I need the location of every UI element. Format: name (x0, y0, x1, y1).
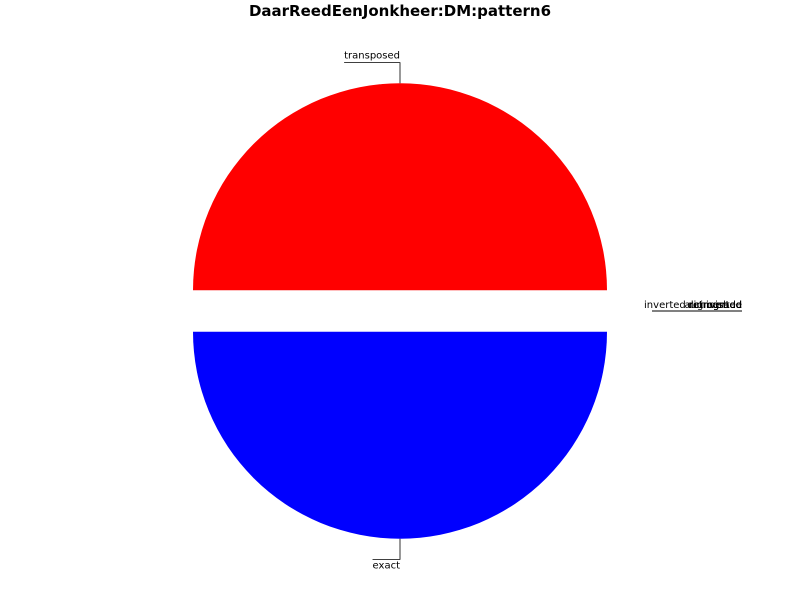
pie-slice-transposed (193, 83, 607, 291)
slice-label-retrograde: retrograde (689, 300, 742, 311)
slice-label-diminished: diminished (687, 300, 742, 311)
slice-label-augmented: augmented (685, 300, 742, 311)
leader-line-exact (372, 538, 401, 560)
slice-label-exact: exact (373, 560, 401, 571)
slice-label-transposed: transposed (344, 51, 400, 62)
chart-title: DaarReedEenJonkheer:DM:pattern6 (248, 2, 552, 20)
leader-line-transposed (344, 62, 401, 84)
slice-label-inverted-retrograde: inverted retrograde (644, 300, 742, 311)
pie-slice-exact (193, 331, 607, 539)
slice-label-inverted: inverted (700, 300, 742, 311)
